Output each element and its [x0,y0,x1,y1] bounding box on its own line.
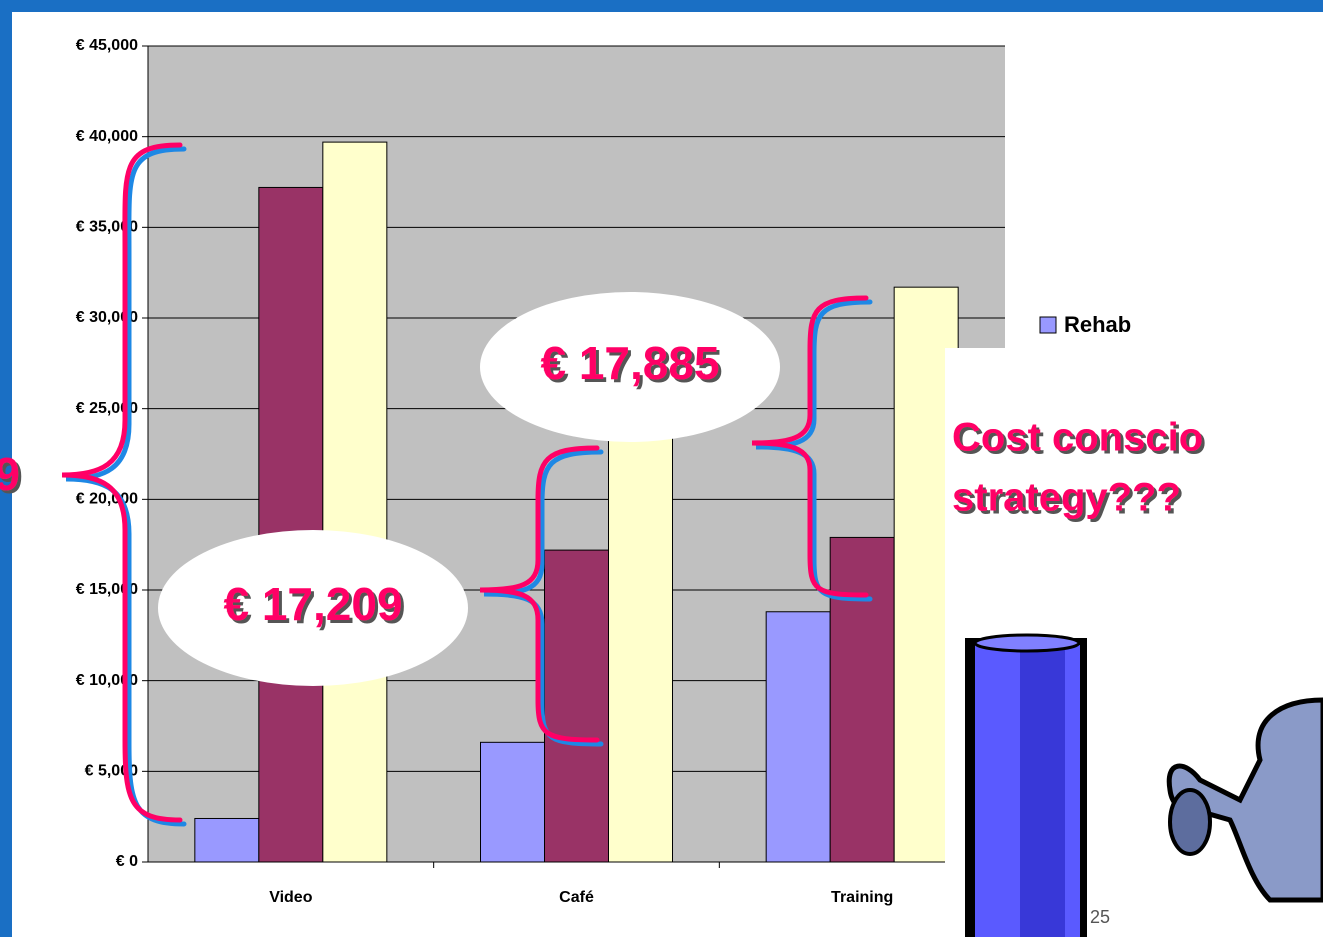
y-tick-label: € 20,000 [76,491,138,508]
callout-text: 9 [0,448,20,500]
bar [480,741,545,863]
x-tick-label: Café [559,889,594,906]
bar [544,549,609,863]
callout [158,530,468,686]
bar [765,611,831,863]
bar [258,186,324,863]
y-tick-label: € 40,000 [76,128,138,145]
cylinder [965,633,1087,937]
x-tick-label: Training [831,889,893,906]
callout-text: € 17,209 [223,578,402,630]
bar [829,536,895,863]
callout [480,292,780,442]
legend: Rehab [1039,312,1131,337]
legend-swatch [1039,316,1057,334]
bar [608,429,673,863]
brace [479,445,604,747]
x-tick-label: Video [269,889,313,906]
brace [61,142,187,827]
note-text: strategy??? [952,476,1181,520]
bar [194,817,260,863]
bar [322,141,388,863]
callout-text: € 17,885 [540,337,719,389]
y-tick-label: € 45,000 [76,37,138,54]
legend-label: Rehab [1064,312,1131,337]
y-tick-label: € 0 [116,853,138,870]
slide-number: 25 [1090,907,1110,927]
brace [751,295,873,602]
note-text: Cost conscio [952,416,1203,460]
annotations: € 17,885 € 17,209 9 Cost conscio strateg… [0,142,1203,927]
